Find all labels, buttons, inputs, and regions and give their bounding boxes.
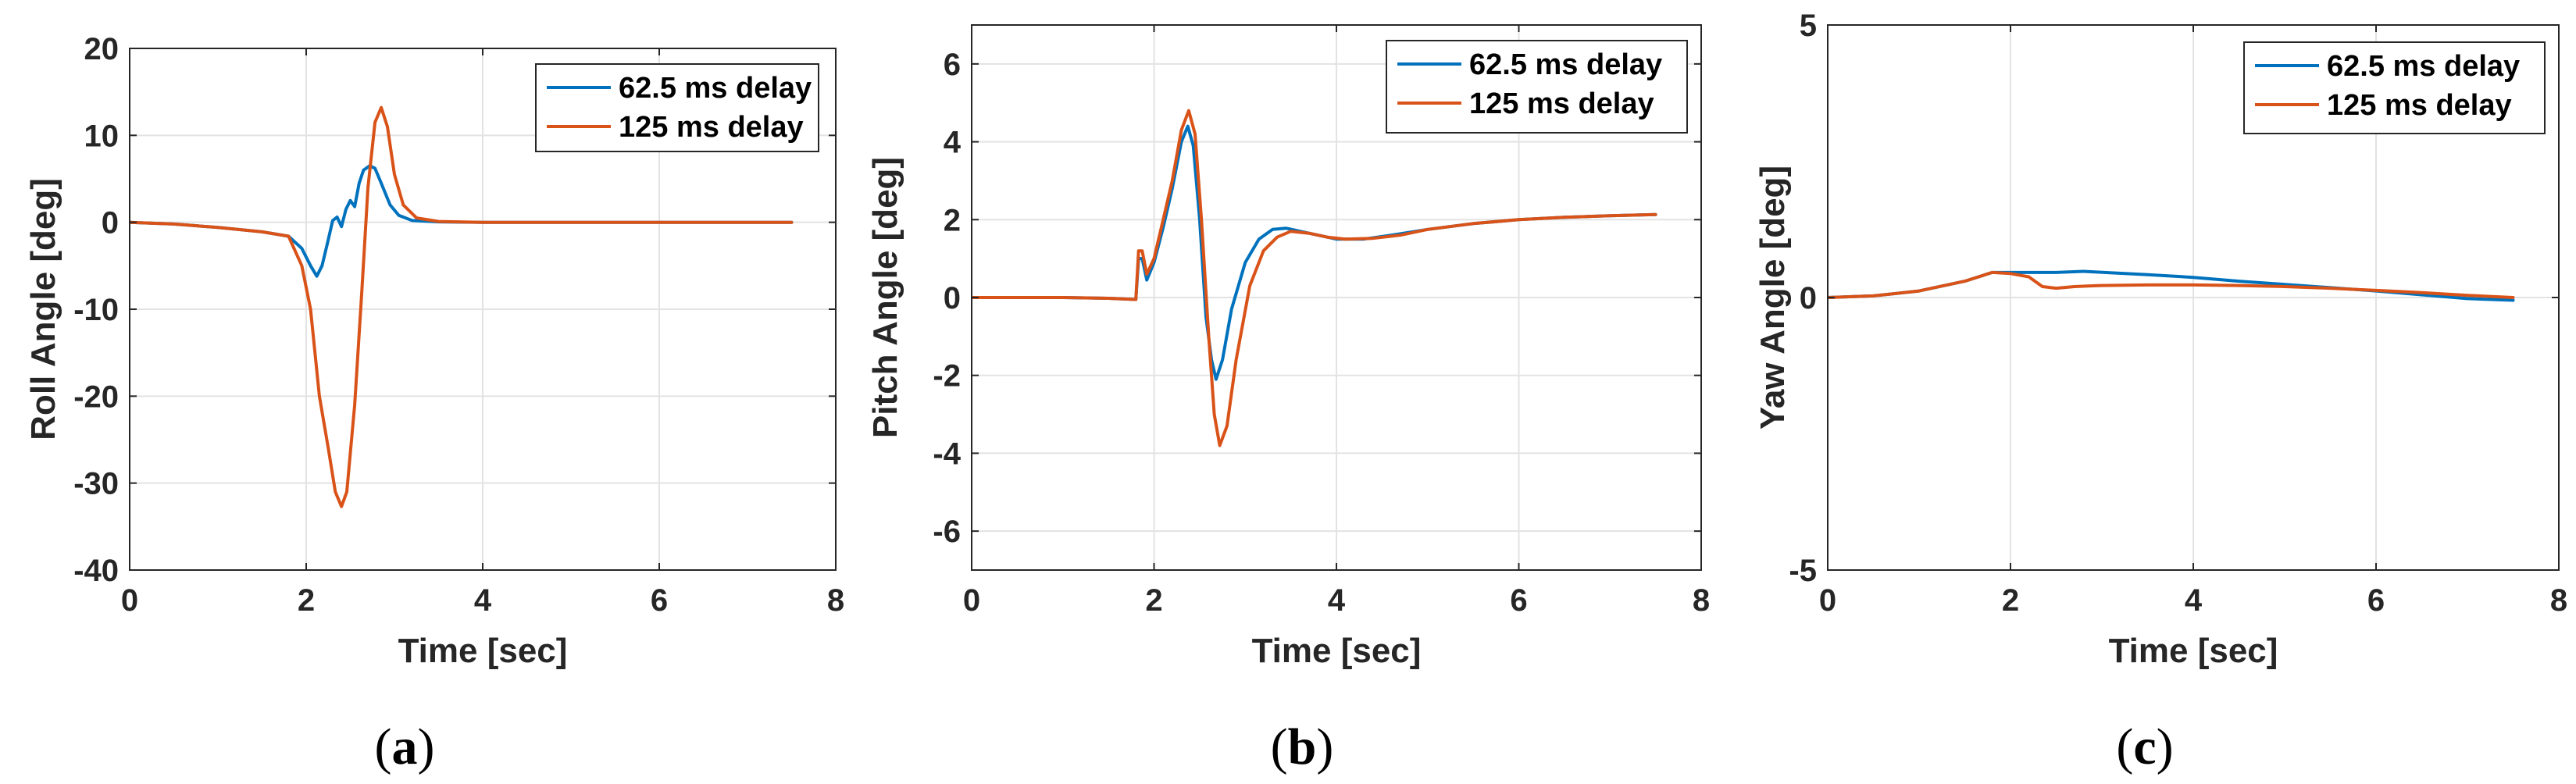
legend: 62.5 ms delay 125 ms delay (2243, 41, 2546, 134)
legend: 62.5 ms delay 125 ms delay (535, 63, 819, 152)
x-tick-label: 0 (1819, 583, 1836, 618)
y-tick-label: 0 (944, 281, 961, 315)
legend-label-1: 62.5 ms delay (2327, 50, 2520, 83)
legend-label-2: 125 ms delay (2327, 89, 2512, 122)
caption-paren-open: ( (2116, 718, 2133, 775)
y-tick-label: 10 (84, 119, 120, 153)
y-tick-label: 2 (944, 203, 961, 237)
x-tick-label: 4 (474, 583, 492, 618)
caption-paren-open: ( (1271, 718, 1288, 775)
x-tick-label: 8 (1693, 583, 1710, 618)
subfigure-caption: (c) (2116, 718, 2173, 775)
x-tick-label: 8 (2550, 583, 2567, 618)
x-tick-label: 8 (827, 583, 844, 618)
caption-letter: c (2133, 718, 2156, 775)
subfigure-caption: (a) (375, 718, 435, 775)
y-tick-label: 4 (944, 126, 962, 160)
y-axis-label: Yaw Angle [deg] (1754, 166, 1792, 429)
y-tick-label: -30 (73, 467, 119, 501)
subfigure-caption: (b) (1271, 718, 1334, 775)
y-tick-label: -10 (73, 293, 119, 327)
x-tick-label: 2 (298, 583, 315, 618)
x-tick-label: 6 (2367, 583, 2385, 618)
x-tick-label: 4 (1328, 583, 1346, 618)
x-tick-label: 0 (963, 583, 980, 618)
x-tick-label: 2 (1145, 583, 1162, 618)
y-tick-label: -6 (933, 515, 961, 549)
legend-label-2: 125 ms delay (1469, 87, 1654, 120)
legend-box (2243, 41, 2546, 134)
series-line-1 (972, 124, 1657, 381)
x-axis-label: Time [sec] (1252, 632, 1422, 670)
y-tick-label: 6 (944, 48, 961, 82)
series-line-2 (1828, 270, 2515, 299)
series-line-1 (130, 164, 794, 278)
x-tick-label: 2 (2002, 583, 2019, 618)
caption-paren-close: ) (418, 718, 435, 775)
legend-label-1: 62.5 ms delay (619, 72, 812, 105)
x-tick-label: 6 (651, 583, 668, 618)
y-tick-label: 0 (102, 206, 119, 241)
caption-letter: b (1288, 718, 1317, 775)
caption-letter: a (392, 718, 418, 775)
caption-paren-close: ) (2157, 718, 2174, 775)
y-axis-label: Pitch Angle [deg] (866, 157, 904, 438)
subplot-a: 0 2 4 6 8 -40 -30 -20 -10 0 10 20 Time [sec] Roll Ang… (24, 32, 844, 775)
legend-label-2: 125 ms delay (619, 111, 804, 144)
legend-label-1: 62.5 ms delay (1469, 48, 1662, 81)
x-tick-label: 0 (121, 583, 138, 618)
y-tick-label: -4 (933, 437, 961, 471)
y-tick-label: -5 (1789, 554, 1817, 588)
y-tick-label: -2 (933, 359, 961, 394)
legend-box (535, 63, 819, 152)
legend: 62.5 ms delay 125 ms delay (1386, 40, 1688, 134)
series-line-2 (130, 105, 794, 508)
caption-paren-open: ( (375, 718, 392, 775)
y-tick-label: 5 (1800, 9, 1817, 43)
subplot-b: 0 2 4 6 8 -6 -4 -2 0 2 4 6 Time [sec] Pitch Angle [de… (866, 24, 1710, 775)
x-tick-label: 6 (1510, 583, 1527, 618)
y-tick-label: -40 (73, 554, 119, 588)
x-axis-label: Time [sec] (398, 632, 568, 670)
y-tick-label: 20 (84, 32, 120, 66)
y-axis-label: Roll Angle [deg] (24, 178, 62, 440)
x-axis-label: Time [sec] (2109, 632, 2278, 670)
caption-paren-close: ) (1316, 718, 1333, 775)
legend-box (1386, 40, 1688, 134)
series-line-2 (972, 109, 1657, 447)
y-tick-label: -20 (73, 380, 119, 414)
y-tick-label: 0 (1800, 281, 1817, 315)
x-tick-label: 4 (2185, 583, 2203, 618)
